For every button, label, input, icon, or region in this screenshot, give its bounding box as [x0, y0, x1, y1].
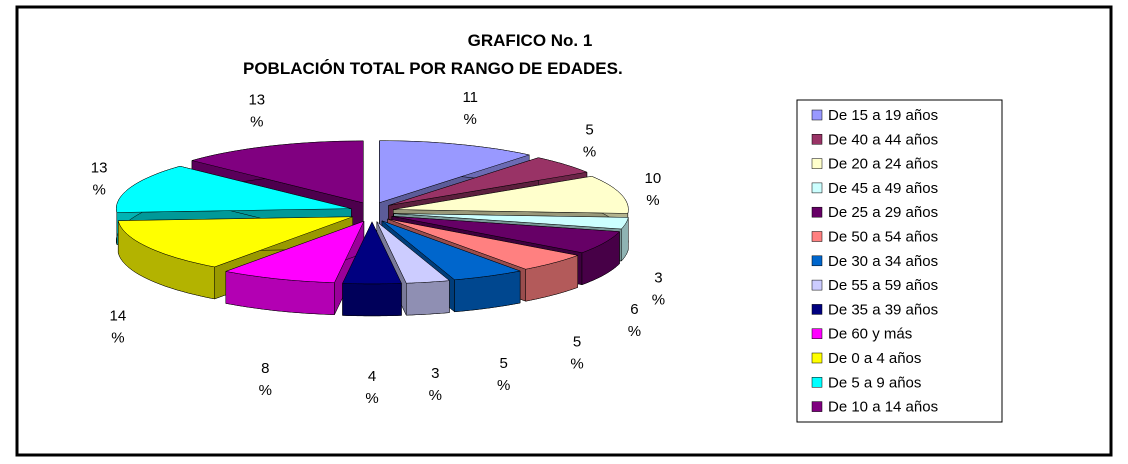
legend-label: De 40 a 44 años	[828, 131, 938, 148]
legend-swatch	[811, 109, 823, 121]
data-label: 14%	[110, 307, 127, 346]
data-label-line: 5	[585, 122, 593, 139]
data-label-line: %	[497, 377, 510, 394]
data-label-line: %	[250, 114, 263, 131]
data-label: 5%	[583, 122, 596, 161]
data-label: 3%	[652, 269, 665, 308]
legend-swatch	[811, 255, 823, 267]
slice-group	[342, 221, 402, 317]
slice	[191, 140, 364, 204]
data-label-line: %	[583, 144, 596, 161]
legend-label: De 20 a 24 años	[828, 156, 938, 173]
data-label-line: %	[646, 192, 659, 209]
subtitle-line: POBLACIÓN TOTAL POR RANGO DE EDADES.	[243, 59, 623, 78]
data-label-line: %	[365, 390, 378, 407]
data-label-line: %	[570, 356, 583, 373]
data-label: 10%	[645, 170, 662, 209]
slice	[393, 176, 629, 214]
data-label-line: 6	[630, 301, 638, 318]
data-label-line: %	[259, 382, 272, 399]
slice	[391, 215, 621, 253]
chart-subtitle: POBLACIÓN TOTAL POR RANGO DE EDADES.	[243, 59, 623, 78]
slice	[381, 220, 522, 281]
data-label-line: 4	[368, 368, 376, 385]
legend-label: De 30 a 34 años	[828, 253, 938, 270]
legend-label: De 55 a 59 años	[828, 277, 938, 294]
data-label-line: %	[429, 387, 442, 404]
data-label: 13%	[91, 159, 108, 198]
chart-title: GRAFICO No. 1	[468, 31, 593, 50]
legend-swatch	[811, 134, 823, 145]
data-label: 11%	[462, 89, 478, 128]
data-label: 8%	[259, 360, 272, 399]
data-label-line: 3	[431, 365, 439, 382]
legend-label: De 0 a 4 años	[828, 350, 921, 367]
legend-swatch	[811, 304, 823, 315]
slice	[376, 221, 451, 284]
slice	[224, 220, 365, 283]
data-label-line: %	[652, 291, 665, 308]
data-label: 4%	[365, 368, 378, 407]
data-label-line: 8	[261, 360, 269, 377]
data-label-line: 11	[462, 89, 478, 106]
data-label-line: 3	[654, 269, 662, 286]
legend-label: De 5 a 9 años	[828, 374, 921, 391]
legend-swatch	[811, 328, 823, 339]
data-label-line: 10	[645, 170, 662, 187]
data-label: 3%	[429, 365, 442, 404]
data-label: 5%	[570, 334, 583, 373]
data-label-line: %	[464, 111, 477, 128]
legend-swatch	[811, 206, 823, 218]
slice	[388, 157, 588, 206]
slice	[117, 216, 353, 268]
data-label-line: %	[628, 323, 641, 340]
slice-wall	[342, 283, 402, 317]
data-label-line: %	[92, 181, 105, 198]
legend-label: De 35 a 39 años	[828, 301, 938, 318]
data-label-line: %	[111, 329, 124, 346]
legend-label: De 25 a 29 años	[828, 204, 938, 221]
slice	[116, 165, 352, 213]
legend-swatch	[811, 279, 823, 291]
legend-swatch	[811, 352, 823, 364]
legend-swatch	[811, 158, 823, 169]
data-label: 13%	[248, 92, 265, 131]
data-label-line: 13	[248, 92, 265, 109]
legend-label: De 50 a 54 años	[828, 229, 938, 246]
data-label-line: 5	[573, 334, 581, 351]
legend-swatch	[811, 377, 823, 388]
slice	[379, 140, 531, 204]
data-label: 6%	[628, 301, 641, 340]
legend-swatch	[811, 231, 823, 242]
legend-swatch	[811, 401, 823, 412]
slice	[387, 218, 579, 270]
legend-label: De 45 a 49 años	[828, 180, 938, 197]
legend-label: De 10 a 14 años	[828, 399, 938, 416]
data-label-line: 14	[110, 307, 127, 324]
legend-label: De 60 y más	[828, 326, 912, 343]
legend-box	[796, 99, 1003, 423]
data-label-line: 5	[499, 355, 507, 372]
data-label: 5%	[497, 355, 510, 394]
legend-label: De 15 a 19 años	[828, 107, 938, 124]
legend-swatch	[811, 182, 823, 194]
data-label-line: 13	[91, 159, 108, 176]
slice-wall	[406, 280, 450, 316]
slice	[393, 213, 629, 230]
slice	[342, 221, 402, 285]
